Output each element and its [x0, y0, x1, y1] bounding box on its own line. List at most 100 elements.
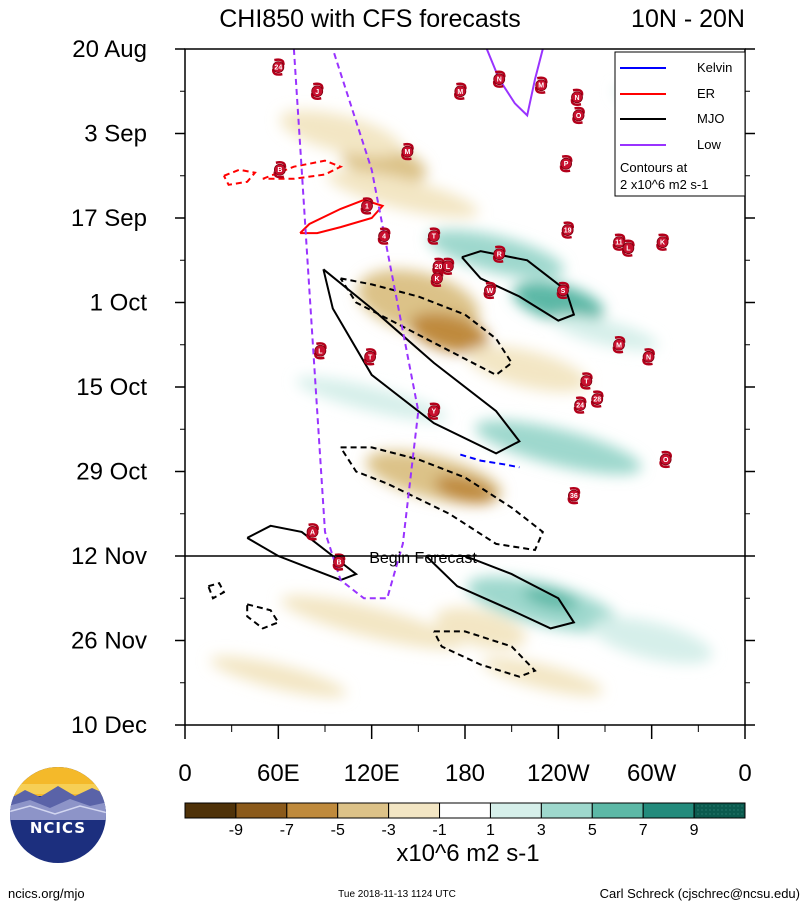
storm-label: N: [646, 354, 651, 361]
storm-label: N: [574, 95, 579, 102]
storm-body: [401, 145, 414, 158]
storm-arms: [534, 76, 548, 94]
storm-marker-3: M: [454, 82, 467, 100]
storm-marker-29: 24: [573, 396, 587, 414]
anomaly-blob-4: [409, 312, 489, 353]
storm-body: [427, 405, 440, 418]
anomaly-blob-17: [523, 587, 578, 610]
anomaly-blob-7: [434, 475, 496, 504]
storm-body: [642, 350, 655, 363]
storm-marker-16: K: [656, 233, 669, 251]
storm-body: [273, 163, 286, 176]
y-tick-label-5: 29 Oct: [76, 459, 147, 486]
storm-body: [571, 91, 583, 104]
storm-body: [560, 157, 573, 170]
x-tick-label-1: 60E: [257, 760, 300, 787]
storm-body: [493, 73, 506, 86]
storm-body: [591, 393, 604, 405]
storm-marker-33: A: [306, 523, 319, 541]
storm-body: [364, 350, 377, 363]
legend-note-line1: Contours at: [620, 160, 688, 175]
colorbar-label-2: -5: [331, 822, 345, 839]
x-tick-label-0: 0: [178, 760, 191, 787]
storm-arms: [567, 486, 581, 505]
legend-box: [614, 51, 746, 197]
storm-marker-18: L: [441, 257, 455, 275]
storm-body: [361, 200, 373, 212]
storm-arms: [273, 161, 287, 179]
storm-label: Y: [432, 409, 437, 416]
storm-arms: [427, 227, 441, 245]
storm-body: [378, 230, 391, 243]
storm-label: K: [434, 276, 439, 283]
colorbar-label-7: 5: [588, 822, 597, 839]
colorbar-bin-6: [489, 802, 542, 819]
storm-body: [306, 525, 319, 538]
storm-label: A: [310, 529, 315, 536]
storm-body: [454, 85, 467, 98]
storm-arms: [360, 197, 374, 215]
storm-marker-0: 24: [272, 58, 285, 76]
storm-body: [572, 109, 585, 122]
contour-mjo-4-4: [433, 630, 537, 678]
storm-marker-28: Y: [427, 402, 441, 420]
contour-mjo-3-3: [425, 555, 576, 630]
storm-marker-6: N: [570, 88, 584, 106]
storm-arms: [659, 450, 672, 469]
storm-body: [659, 453, 672, 466]
colorbar-label-6: 3: [537, 822, 546, 839]
storm-marker-26: N: [642, 348, 655, 366]
legend-kelvin-label: Kelvin: [697, 60, 732, 75]
storm-arms: [559, 154, 573, 173]
colorbar-bin-2: [286, 802, 339, 819]
colorbar-bin-10: [693, 802, 746, 819]
storm-body: [483, 284, 496, 297]
contour-kelvin-0-0: [460, 453, 520, 469]
storm-arms: [454, 82, 467, 100]
storm-label: B: [336, 560, 341, 567]
x-tick-label-6: 0: [738, 760, 751, 787]
colorbar-label-1: -7: [280, 822, 294, 839]
storm-body: [613, 236, 625, 249]
storm-body: [613, 338, 625, 351]
storm-label: L: [626, 246, 631, 253]
storm-arms: [272, 58, 285, 76]
storm-label: M: [457, 89, 463, 96]
anomaly-blob-2: [327, 170, 479, 218]
storm-marker-10: 1: [360, 197, 374, 215]
storm-arms: [363, 348, 377, 366]
storm-body: [535, 79, 548, 92]
storm-body: [431, 272, 443, 285]
storm-label: 24: [576, 403, 584, 410]
storm-arms: [441, 257, 455, 275]
colorbar-bin-0: [184, 802, 237, 819]
colorbar-label-8: 7: [639, 822, 648, 839]
colorbar-bin-9: [642, 802, 695, 819]
storm-label: W: [487, 288, 494, 295]
storm-body: [272, 61, 285, 74]
storm-arms: [561, 221, 574, 239]
anomaly-blob-20: [296, 376, 448, 422]
storm-label: N: [497, 77, 502, 84]
storm-marker-27: T: [580, 372, 593, 390]
storm-body: [311, 85, 324, 98]
colorbar-bin-1: [235, 802, 288, 819]
storm-marker-25: M: [612, 336, 626, 354]
colorbar-bin-4: [388, 802, 441, 819]
storm-label: T: [368, 354, 373, 361]
y-tick-label-6: 12 Nov: [71, 543, 147, 570]
ncics-logo: NCICS: [10, 767, 106, 863]
storm-body: [493, 248, 506, 261]
storm-label: B: [277, 167, 282, 174]
storm-body: [622, 242, 635, 255]
storm-label: K: [660, 240, 665, 247]
colorbar: -9 -7 -5 -3 -1 1 3 5 7 9: [184, 802, 746, 839]
x-tick-label-5: 60W: [627, 760, 677, 787]
contour-mjo-4-3: [246, 603, 280, 630]
storm-label: 36: [570, 493, 578, 500]
colorbar-bin-8: [591, 802, 644, 819]
anomaly-blob-15: [552, 315, 658, 351]
storm-marker-19: R: [492, 245, 506, 263]
